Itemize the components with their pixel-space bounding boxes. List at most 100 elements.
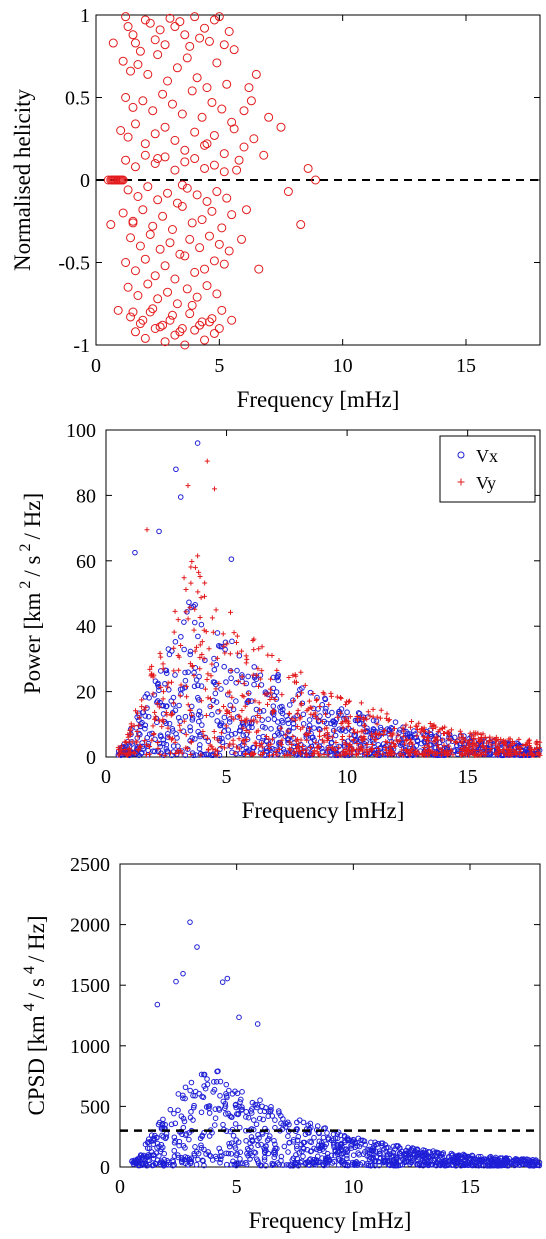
vy-point [438, 752, 444, 758]
helicity-point [106, 220, 116, 230]
vy-point [257, 715, 263, 721]
helicity-point [204, 317, 214, 327]
vy-point [406, 751, 412, 757]
cpsd-point [392, 1155, 399, 1161]
vy-point [420, 734, 426, 740]
vx-point [300, 721, 307, 727]
vy-point [268, 676, 274, 682]
helicity-point [239, 106, 249, 116]
vy-point [126, 739, 132, 745]
vy-point [183, 609, 189, 615]
vy-point [469, 740, 475, 746]
vy-point [243, 653, 249, 659]
vy-point [148, 671, 154, 677]
vy-point [150, 723, 156, 729]
vx-point [187, 724, 193, 730]
cpsd-point [482, 1158, 489, 1164]
vy-point [243, 750, 249, 756]
helicity-point [197, 215, 207, 225]
cpsd-point [181, 1118, 188, 1125]
vy-point [214, 655, 220, 661]
vx-point [414, 738, 421, 744]
vy-point [359, 737, 365, 743]
cpsd-point [355, 1150, 361, 1156]
vy-point [183, 683, 189, 689]
vy-point [391, 740, 397, 746]
vy-point [237, 714, 243, 720]
cpsd-point [171, 1134, 178, 1141]
vy-point [125, 752, 131, 758]
helicity-point [219, 40, 229, 50]
cpsd-point [152, 1160, 159, 1167]
vx-point [196, 708, 203, 715]
cpsd-point [387, 1151, 393, 1157]
vy-point [504, 746, 510, 752]
helicity-point [192, 292, 202, 302]
cpsd-point [206, 1152, 213, 1158]
cpsd-point [203, 1104, 210, 1110]
vy-point [187, 661, 193, 667]
y-tick-label: -0.5 [58, 253, 90, 275]
vx-point [233, 698, 239, 704]
vy-point [383, 747, 389, 753]
cpsd-point [348, 1145, 355, 1151]
helicity-point [209, 130, 219, 140]
vy-point [346, 742, 352, 748]
cpsd-point [148, 1132, 155, 1139]
vy-point [531, 746, 537, 752]
helicity-point [135, 241, 145, 251]
helicity-point [254, 264, 264, 274]
vy-point [270, 708, 276, 714]
vy-point [424, 738, 430, 744]
vy-point [487, 738, 493, 744]
vy-point [338, 695, 344, 701]
vx-point [191, 683, 198, 690]
vx-point [182, 677, 189, 684]
cpsd-point [303, 1159, 309, 1166]
vy-point [143, 752, 149, 758]
cpsd-point [293, 1143, 300, 1150]
cpsd-point [270, 1149, 277, 1156]
vy-point [322, 726, 328, 732]
cpsd-point [260, 1116, 267, 1123]
vy-point [505, 752, 511, 758]
vx-point [215, 708, 221, 715]
cpsd-point [239, 1106, 245, 1113]
vy-point [243, 728, 249, 734]
legend-vx-marker [457, 451, 465, 459]
vx-point [139, 749, 145, 756]
vy-point [304, 752, 310, 758]
vy-point [185, 702, 191, 708]
vy-point [347, 714, 353, 720]
cpsd-point [501, 1157, 508, 1163]
vy-point [345, 723, 351, 729]
vy-point [458, 739, 464, 745]
cpsd-point [305, 1159, 312, 1166]
helicity-point [190, 12, 200, 22]
x-tick-label: 5 [232, 1176, 242, 1198]
vy-point [302, 682, 308, 688]
vy-point [178, 682, 184, 688]
vx-point [243, 745, 250, 752]
vy-point [479, 750, 485, 756]
cpsd-point [206, 1110, 213, 1116]
vy-point [154, 701, 160, 707]
vy-point [191, 627, 197, 633]
helicity-point [121, 12, 131, 22]
helicity-point [219, 167, 229, 177]
vx-point [336, 726, 343, 732]
helicity-point [241, 205, 251, 215]
helicity-point [251, 69, 261, 79]
vx-point [173, 466, 179, 473]
vx-point [172, 672, 178, 678]
vy-point [432, 735, 438, 741]
helicity-point [212, 187, 222, 197]
helicity-point [195, 320, 205, 330]
vy-point [201, 733, 207, 739]
cpsd-point [249, 1137, 255, 1143]
vx-point [198, 683, 205, 689]
cpsd-point [300, 1153, 306, 1160]
legend-vy-label: Vy [476, 473, 496, 493]
helicity-point [222, 193, 232, 203]
